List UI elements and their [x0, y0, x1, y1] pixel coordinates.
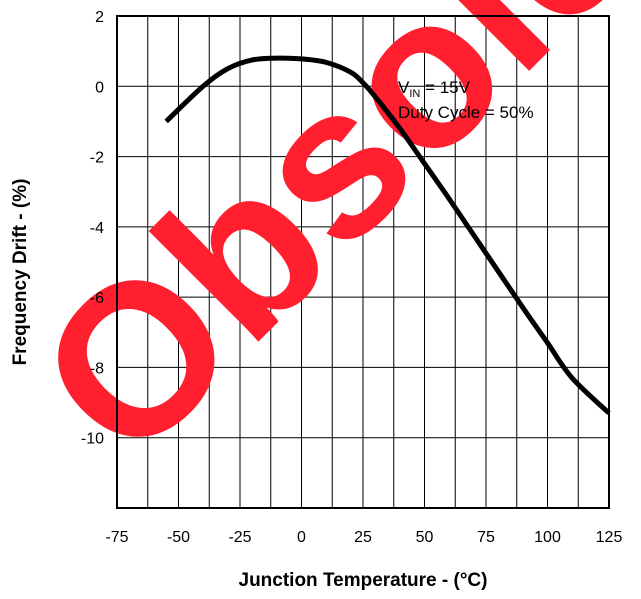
- annotation-vin: VIN = 15V: [398, 78, 471, 100]
- x-tick-label: 0: [297, 529, 306, 546]
- x-axis-title: Junction Temperature - (°C): [239, 570, 488, 591]
- y-tick-label: -4: [90, 220, 104, 237]
- y-tick-label: -10: [81, 431, 104, 448]
- x-tick-labels: -75 -50 -25 0 25 50 75 100 125: [105, 529, 622, 546]
- x-tick-label: 125: [596, 529, 623, 546]
- y-tick-label: -8: [90, 360, 104, 377]
- annotation-vin-suffix: = 15V: [420, 78, 470, 97]
- watermark: Obsolete: [0, 0, 641, 503]
- x-tick-label: -75: [105, 529, 128, 546]
- annotation-vin-prefix: V: [398, 78, 410, 97]
- x-tick-label: -50: [167, 529, 190, 546]
- y-tick-labels: 2 0 -2 -4 -6 -8 -10: [81, 9, 104, 448]
- x-tick-label: 50: [416, 529, 434, 546]
- y-tick-label: 0: [95, 79, 104, 96]
- y-tick-label: 2: [95, 9, 104, 26]
- annotation-duty-cycle: Duty Cycle = 50%: [398, 103, 534, 122]
- x-tick-label: 25: [354, 529, 372, 546]
- x-tick-label: 100: [534, 529, 561, 546]
- annotation-vin-subscript: IN: [409, 88, 420, 100]
- x-tick-label: -25: [228, 529, 251, 546]
- series-line: [164, 55, 611, 415]
- x-tick-label: 75: [477, 529, 495, 546]
- y-tick-label: -2: [90, 150, 104, 167]
- y-tick-label: -6: [90, 290, 104, 307]
- plot-frame: [116, 15, 610, 509]
- watermark-text: Obsolete: [0, 0, 641, 503]
- grid-lines: [117, 16, 609, 508]
- y-axis-title: Frequency Drift - (%): [10, 179, 31, 366]
- annotation: VIN = 15V Duty Cycle = 50%: [398, 78, 534, 122]
- series-layer: [164, 55, 611, 415]
